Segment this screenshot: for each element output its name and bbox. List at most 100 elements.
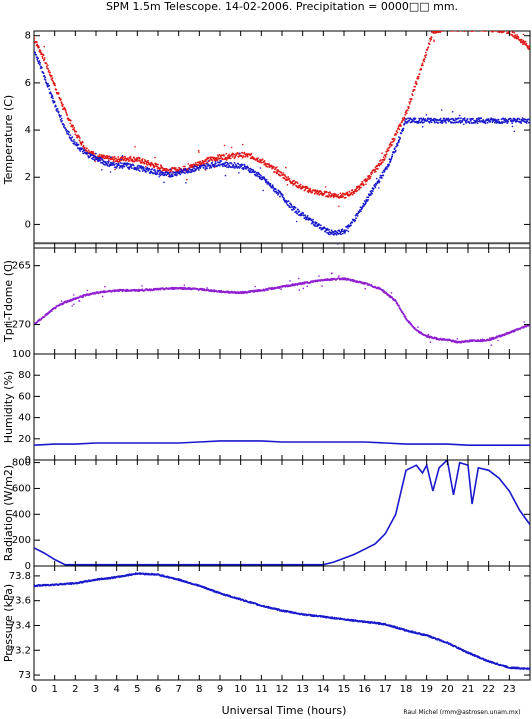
series-point-blue [36,60,39,62]
series-point-red [487,27,489,29]
series-point-blue [433,117,435,120]
series-point-blue [279,195,281,198]
series-point-red [369,177,371,180]
series-point-red [307,191,310,194]
series-point-red [116,159,119,162]
outlier-point-red [250,156,253,159]
series-point-blue [214,160,217,163]
series-point-red [263,160,266,162]
outlier-point-blue [120,158,123,161]
outlier-point-purple [206,287,208,289]
series-point-blue [151,168,154,170]
panel-frame [33,247,531,355]
series-point-blue [181,169,184,172]
series-point-red [283,177,286,180]
series-point-blue [274,188,277,191]
series-point-red [370,173,373,176]
series-point-red [128,160,131,162]
series-point-red [138,157,141,160]
outlier-point-blue [375,177,378,180]
series-point-red [298,186,300,189]
series-point-red [479,25,481,27]
series-point-blue [227,163,230,165]
series-point-red [449,26,451,28]
outlier-point-red [182,165,185,168]
y-tick-label: −270 [4,320,31,331]
outlier-point-blue [185,182,187,184]
series-point-blue [341,228,344,231]
series-point-blue [413,120,415,123]
series-point-red [441,29,443,31]
series-point-red [309,189,312,192]
series-point-red [444,31,446,32]
series-point-red [468,26,470,28]
series-point-blue [358,211,361,213]
series-point-red [334,195,336,198]
outlier-point-blue [513,130,516,133]
series-point-blue [38,60,41,62]
series-point-blue [99,156,101,159]
series-point-blue [55,105,57,108]
series-point-red [50,78,53,80]
series-point-red [291,182,294,185]
series-point-blue [105,162,108,165]
series-point-red [41,55,44,58]
series-point-red [257,157,259,160]
series-point-red [484,26,486,28]
series-point-red [277,169,280,172]
outlier-point-blue [388,163,390,166]
y-axis-label: Humidity (%) [2,371,15,443]
series-point-blue [164,173,166,176]
series-point-blue [220,160,223,162]
series-point-blue [230,162,233,165]
series-point-blue [406,121,409,124]
outlier-point-purple [71,305,73,307]
series-point-red [384,154,387,157]
series-point-red [456,26,458,28]
series-point-red [421,62,424,65]
series-point-blue [75,142,78,144]
y-tick-label: 2 [25,172,31,183]
series-point-blue [475,121,478,123]
series-point-red [453,26,455,28]
series-point-blue [162,172,165,174]
outlier-point-red [225,159,228,161]
series-point-red [469,29,471,31]
series-point-blue [155,171,157,174]
series-point-red [153,165,156,168]
series-point-red [415,83,418,86]
outlier-point-blue [378,187,380,189]
series-point-blue [370,194,372,196]
outlier-point-blue [121,167,123,169]
series-point-red [242,155,245,158]
series-point-red [458,28,460,30]
series-point-blue [489,120,492,123]
series-point-red [477,27,479,29]
outlier-point-blue [158,176,160,178]
series-point-red [73,127,75,129]
series-point-blue [331,233,333,235]
series-point-red [205,160,207,163]
series-point-blue [79,150,82,152]
series-point-blue [364,203,366,206]
series-point-red [490,26,492,28]
y-tick-label: 200 [12,535,31,546]
series-point-blue [119,162,122,164]
outlier-point-red [282,172,285,174]
series-point-blue [354,219,357,222]
series-point-blue [215,162,217,165]
outlier-point-blue [355,214,357,217]
series-point-red [45,62,48,65]
series-point-blue [507,120,509,123]
series-point-red [231,155,234,158]
series-point-red [516,34,519,36]
series-point-red [393,139,395,142]
series-point-blue [272,186,275,189]
series-point-red [459,27,461,29]
series-point-red [496,28,498,30]
series-point-blue [208,167,211,169]
series-point-red [464,26,466,28]
series-point-red [423,58,426,60]
series-point-red [391,144,393,146]
